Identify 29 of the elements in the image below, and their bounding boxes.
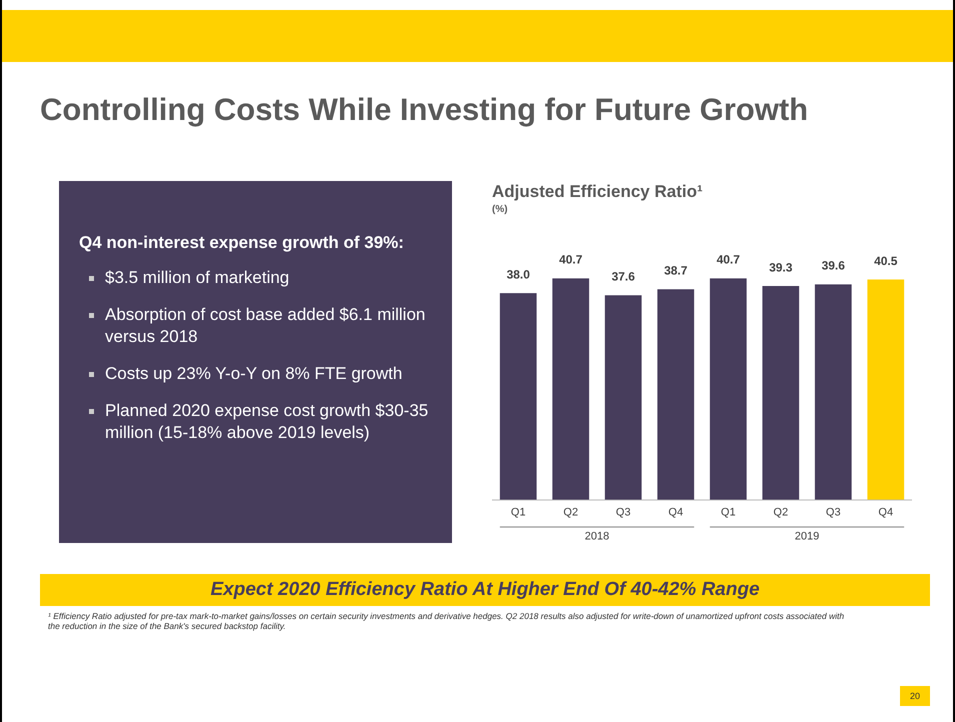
data-label: 38.0 [506, 267, 530, 282]
data-label: 38.7 [664, 264, 688, 278]
text: Controlling Costs While Investing for Future Growth [40, 92, 808, 128]
data-label: 40.7 [559, 252, 583, 267]
data-label: 39.3 [769, 260, 793, 274]
x-tick-label: Q1 [510, 506, 526, 518]
chart-title: Adjusted Efficiency Ratio¹ [492, 182, 703, 202]
x-tick-label: Q1 [720, 506, 736, 518]
data-label: 40.7 [716, 252, 740, 267]
x-tick-label: Q4 [668, 506, 684, 518]
x-tick-label: Q4 [878, 506, 894, 518]
text: Q4 non-interest expense growth of 39%: [79, 233, 405, 253]
chart-subtitle: (%) [492, 204, 508, 215]
x-tick-label: Q2 [563, 506, 578, 518]
data-label: 37.6 [612, 270, 636, 284]
text: Planned 2020 expense cost growth $30-35 million (15-18% above 2019 levels) [89, 400, 438, 444]
text: 20 [900, 686, 930, 706]
data-label: 40.5 [874, 254, 898, 268]
data-label: 39.6 [822, 258, 846, 273]
x-tick-label: Q3 [616, 506, 631, 518]
text: Costs up 23% Y-o-Y on 8% FTE growth [89, 363, 438, 385]
x-tick-label: Q2 [773, 506, 788, 518]
text: Absorption of cost base added $6.1 million versus 2018 [89, 304, 438, 348]
text: 2018 [584, 530, 610, 543]
text: ¹ Efficiency Ratio adjusted for pre-tax mark-to-market gains/losses on certain security investments and derivative hedges. Q2 2018 results also adjusted for write-down of unamortized upfront costs associated with the reduction in the size of the Bank's secured backstop facility. [48, 611, 846, 631]
text: 2019 [794, 530, 820, 543]
x-tick-label: Q3 [826, 506, 841, 518]
text: Expect 2020 Efficiency Ratio At Higher End Of 40-42% Range [40, 574, 930, 606]
text: $3.5 million of marketing [89, 267, 438, 289]
